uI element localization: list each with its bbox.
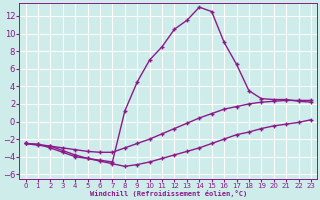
X-axis label: Windchill (Refroidissement éolien,°C): Windchill (Refroidissement éolien,°C) (90, 190, 247, 197)
